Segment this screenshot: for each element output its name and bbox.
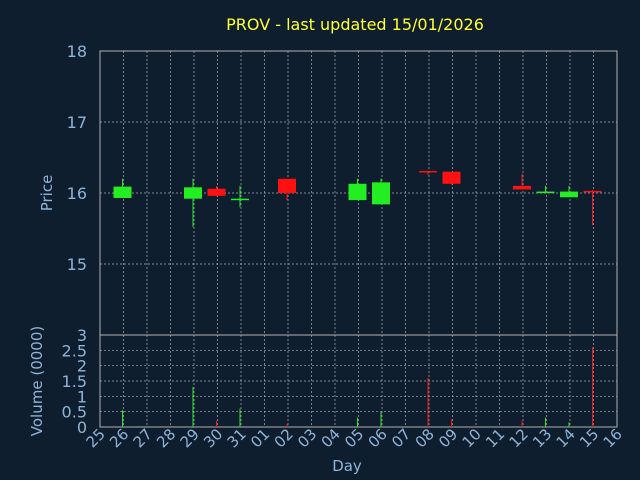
candle	[278, 179, 296, 200]
chart-title: PROV - last updated 15/01/2026	[226, 15, 484, 34]
candle	[114, 179, 132, 198]
day-tick-label: 15	[576, 425, 602, 451]
candle-body	[560, 192, 578, 198]
price-tick-label: 16	[67, 184, 87, 203]
candle-body	[372, 182, 390, 204]
day-tick-label: 29	[177, 425, 203, 451]
candle	[419, 171, 437, 175]
candle	[208, 186, 226, 197]
day-tick-label: 07	[388, 425, 414, 451]
day-axis-label: Day	[332, 457, 362, 475]
candle	[443, 172, 461, 185]
candle	[231, 186, 249, 207]
price-tick-label: 17	[67, 113, 87, 132]
day-axis: 2526272829303101020304050607080910111213…	[83, 425, 626, 451]
day-tick-label: 05	[341, 425, 367, 451]
day-tick-label: 30	[200, 425, 226, 451]
candle-body	[513, 186, 531, 190]
volume-panel: 00.511.522.53	[62, 326, 617, 437]
day-tick-label: 01	[247, 425, 273, 451]
volume-axis-label: Volume (0000)	[28, 326, 46, 436]
day-tick-label: 26	[106, 425, 132, 451]
candle	[560, 186, 578, 197]
candle	[184, 179, 202, 227]
candle	[584, 190, 602, 225]
day-tick-label: 31	[224, 425, 250, 451]
day-tick-label: 02	[271, 425, 297, 451]
day-tick-label: 16	[600, 425, 626, 451]
day-tick-label: 11	[482, 425, 508, 451]
price-tick-label: 15	[67, 255, 87, 274]
day-tick-label: 04	[318, 425, 344, 451]
day-tick-label: 12	[506, 425, 532, 451]
day-tick-label: 10	[459, 425, 485, 451]
candle	[349, 179, 367, 200]
day-tick-label: 08	[412, 425, 438, 451]
candle	[537, 186, 555, 193]
candle-body	[443, 172, 461, 184]
price-panel: 15 16 17 18	[67, 42, 617, 335]
day-tick-label: 28	[153, 425, 179, 451]
day-tick-label: 03	[294, 425, 320, 451]
price-axis-label: Price	[38, 175, 56, 212]
candle-body	[419, 171, 437, 173]
candle-body	[349, 184, 367, 200]
candle-body	[231, 199, 249, 201]
volume-tick-label: 3	[77, 326, 87, 345]
candle	[513, 174, 531, 190]
price-tick-label: 18	[67, 42, 87, 61]
day-tick-label: 14	[553, 425, 579, 451]
candle-body	[208, 189, 226, 196]
day-tick-label: 09	[435, 425, 461, 451]
candle-body	[278, 179, 296, 193]
day-tick-label: 13	[529, 425, 555, 451]
candle-body	[584, 191, 602, 193]
candle	[372, 179, 390, 205]
candle-body	[114, 187, 132, 198]
candle-body	[184, 187, 202, 198]
candle-body	[537, 192, 555, 194]
day-tick-label: 27	[130, 425, 156, 451]
day-tick-label: 06	[365, 425, 391, 451]
